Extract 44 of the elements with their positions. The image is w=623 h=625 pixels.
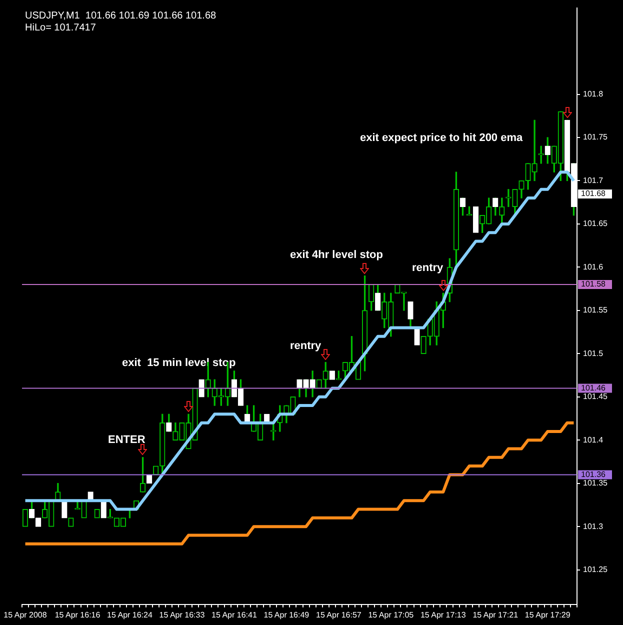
candlestick [68, 518, 74, 527]
x-tick-label: 15 Apr 2008 [4, 610, 48, 620]
annotation: exit expect price to hit 200 ema [360, 132, 524, 144]
x-tick-label: 15 Apr 16:57 [316, 610, 362, 620]
x-tick-label: 15 Apr 17:05 [368, 610, 414, 620]
y-tick-label: 101.25 [583, 565, 608, 574]
candlestick [316, 379, 322, 389]
ref-line-label: 101.46 [581, 383, 606, 392]
x-tick-label: 15 Apr 17:29 [524, 610, 571, 620]
y-tick-label: 101.3 [583, 522, 604, 531]
x-tick-label: 15 Apr 16:16 [54, 610, 101, 620]
annotation: rentry [290, 340, 322, 352]
candlestick [94, 508, 100, 518]
candlestick [472, 206, 479, 233]
ref-line-label: 101.58 [581, 280, 606, 289]
y-tick-label: 101.4 [583, 435, 604, 444]
candlestick [62, 500, 68, 518]
x-tick-label: 15 Apr 17:13 [420, 610, 466, 620]
annotation: exit 4hr level stop [290, 249, 384, 262]
x-tick-label: 15 Apr 16:41 [212, 610, 258, 620]
candlestick [329, 370, 335, 380]
annotation: ENTER [108, 434, 146, 446]
y-tick-label: 101.7 [583, 176, 604, 185]
x-tick-label: 15 Apr 16:24 [107, 610, 153, 620]
candlestick [198, 379, 204, 398]
x-tick-label: 15 Apr 16:33 [159, 610, 206, 620]
y-tick-label: 101.35 [583, 478, 608, 488]
y-tick-label: 101.8 [583, 89, 604, 98]
candlestick [100, 500, 106, 518]
chart-title: USDJPY,M1 101.66 101.69 101.66 101.68 [25, 10, 217, 22]
y-tick-label: 101.45 [583, 392, 608, 402]
x-tick-label: 15 Apr 16:49 [264, 610, 310, 620]
ref-line-label: 101.36 [581, 470, 606, 479]
annotation: rentry [412, 262, 444, 274]
y-tick-label: 101.55 [583, 306, 608, 315]
y-tick-label: 101.75 [583, 132, 608, 142]
candlestick [414, 327, 420, 346]
text: HiLo= 101.7417 [25, 22, 96, 34]
y-tick-label: 101.6 [583, 262, 604, 272]
text: 101.68 [581, 189, 606, 198]
y-tick-label: 101.5 [583, 348, 604, 358]
y-tick-label: 101.65 [583, 219, 608, 228]
x-tick-label: 15 Apr 17:21 [472, 610, 519, 620]
candlestick [22, 508, 28, 527]
